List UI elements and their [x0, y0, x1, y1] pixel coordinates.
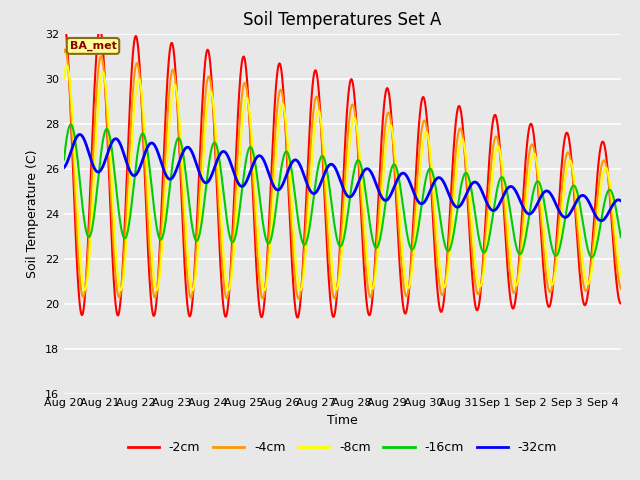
Text: BA_met: BA_met: [70, 41, 116, 51]
Title: Soil Temperatures Set A: Soil Temperatures Set A: [243, 11, 442, 29]
X-axis label: Time: Time: [327, 414, 358, 427]
Y-axis label: Soil Temperature (C): Soil Temperature (C): [26, 149, 39, 278]
Legend: -2cm, -4cm, -8cm, -16cm, -32cm: -2cm, -4cm, -8cm, -16cm, -32cm: [123, 436, 562, 459]
